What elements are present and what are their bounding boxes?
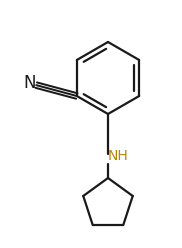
Text: NH: NH <box>108 149 128 163</box>
Text: N: N <box>23 74 36 92</box>
